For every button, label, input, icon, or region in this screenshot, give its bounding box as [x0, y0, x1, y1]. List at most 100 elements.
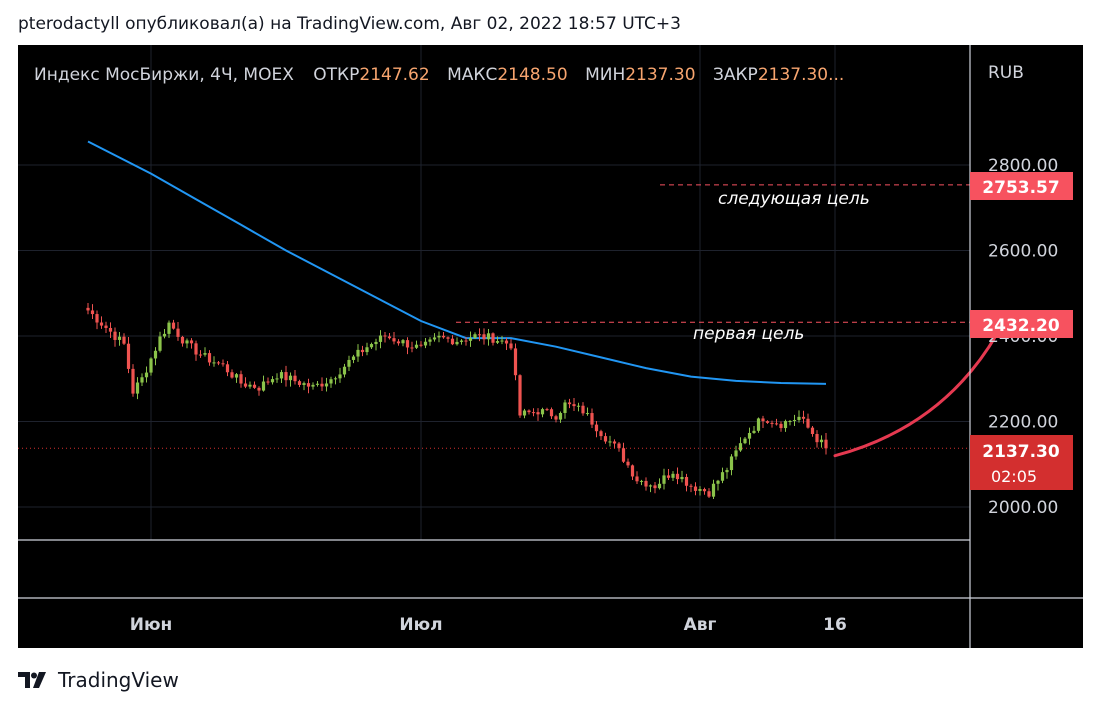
candle-body [482, 334, 486, 340]
candle-body [446, 337, 450, 339]
candle-body [572, 404, 576, 407]
legend-low-value: 2137.30 [625, 65, 695, 85]
candle-body [531, 412, 536, 414]
candle-body [549, 409, 554, 417]
candle-body [567, 402, 572, 405]
time-tick-label: Июн [130, 615, 173, 635]
candle-body [216, 362, 221, 364]
time-axis-ticks: Июн Июл Авг 16 [130, 615, 847, 635]
chart-container[interactable]: Индекс МосБиржи, 4Ч, MOEX ОТКР2147.62 МА… [18, 45, 1083, 648]
candle-body [248, 384, 252, 387]
candle-body [410, 347, 414, 349]
candle-body [414, 344, 419, 348]
candle-body [90, 310, 95, 315]
candle-body [743, 438, 747, 444]
last-price-tag: 2137.30 02:05 [970, 435, 1073, 490]
candle-body [441, 335, 446, 338]
candle-body [761, 418, 765, 422]
candle-body [383, 335, 387, 337]
candle-body [824, 439, 828, 449]
candle-body [320, 383, 324, 387]
target2-price-tag: 2753.57 [970, 172, 1073, 200]
candle-body [243, 383, 248, 387]
candle-body [747, 432, 752, 439]
candle-body [275, 378, 279, 380]
candle-body [680, 476, 684, 480]
candle-body [293, 375, 297, 382]
candle-body [585, 413, 590, 415]
bar-countdown: 02:05 [991, 467, 1037, 486]
candle-body [333, 378, 338, 380]
candle-body [108, 327, 113, 332]
candle-body [162, 333, 167, 337]
candle-body [662, 475, 666, 484]
candle-body [464, 340, 468, 342]
candle-body [437, 335, 441, 338]
candle-body [189, 340, 194, 344]
candle-body [473, 334, 477, 339]
candle-body [653, 485, 657, 489]
candle-body [401, 340, 405, 344]
candle-body [347, 359, 351, 367]
time-tick-label: Июл [399, 615, 442, 635]
candle-body [140, 377, 144, 383]
candle-body [621, 448, 626, 462]
candle-body [513, 348, 518, 376]
candle-body [563, 402, 567, 413]
candle-body [756, 418, 761, 431]
candle-body [113, 331, 117, 340]
candle-body [131, 368, 135, 394]
candle-body [167, 322, 171, 334]
candle-body [671, 473, 675, 478]
tradingview-logo-icon [18, 672, 46, 688]
candle-body [725, 470, 729, 473]
candle-body [477, 334, 482, 336]
candle-body [95, 314, 99, 323]
candle-body [716, 480, 720, 484]
candle-body [648, 485, 653, 487]
candle-body [221, 363, 225, 365]
candle-body [324, 383, 329, 387]
candle-body [711, 483, 716, 497]
candle-body [536, 412, 540, 415]
candle-body [432, 337, 437, 340]
candle-body [702, 489, 707, 492]
target2-tag-value: 2753.57 [982, 178, 1059, 198]
candles [86, 303, 828, 499]
candle-body [635, 476, 639, 482]
candle-body [594, 424, 599, 432]
candle-body [428, 339, 432, 342]
candle-body [198, 354, 203, 356]
legend-close-label: ЗАКР [713, 65, 758, 85]
candle-body [207, 353, 212, 363]
candle-body [522, 410, 527, 416]
candle-body [252, 384, 257, 388]
chart-legend: Индекс МосБиржи, 4Ч, MOEX ОТКР2147.62 МА… [34, 65, 844, 85]
legend-low-label: МИН [585, 65, 625, 85]
target1-price-tag: 2432.20 [970, 310, 1073, 338]
candle-body [450, 338, 455, 345]
candle-body [239, 374, 243, 384]
price-tick-label: 2200.00 [988, 413, 1058, 433]
candle-body [504, 340, 509, 344]
candle-body [279, 372, 284, 379]
candle-body [707, 491, 711, 497]
candle-body [783, 421, 788, 429]
time-tick-label: 16 [823, 615, 847, 635]
candle-body [374, 341, 378, 345]
candle-body [581, 405, 585, 414]
candle-body [657, 483, 662, 489]
candle-body [297, 381, 302, 385]
candle-body [666, 475, 671, 478]
candle-body [284, 372, 288, 381]
candle-body [171, 322, 176, 329]
candle-body [423, 341, 428, 346]
candle-body [774, 423, 779, 425]
candle-body [225, 364, 230, 373]
legend-high-label: МАКС [447, 65, 497, 85]
target1-tag-value: 2432.20 [982, 316, 1060, 336]
candle-body [117, 336, 122, 340]
candle-body [684, 476, 689, 486]
chart-svg[interactable]: Индекс МосБиржи, 4Ч, MOEX ОТКР2147.62 МА… [18, 45, 1083, 648]
tradingview-brand-name: TradingView [58, 668, 179, 692]
